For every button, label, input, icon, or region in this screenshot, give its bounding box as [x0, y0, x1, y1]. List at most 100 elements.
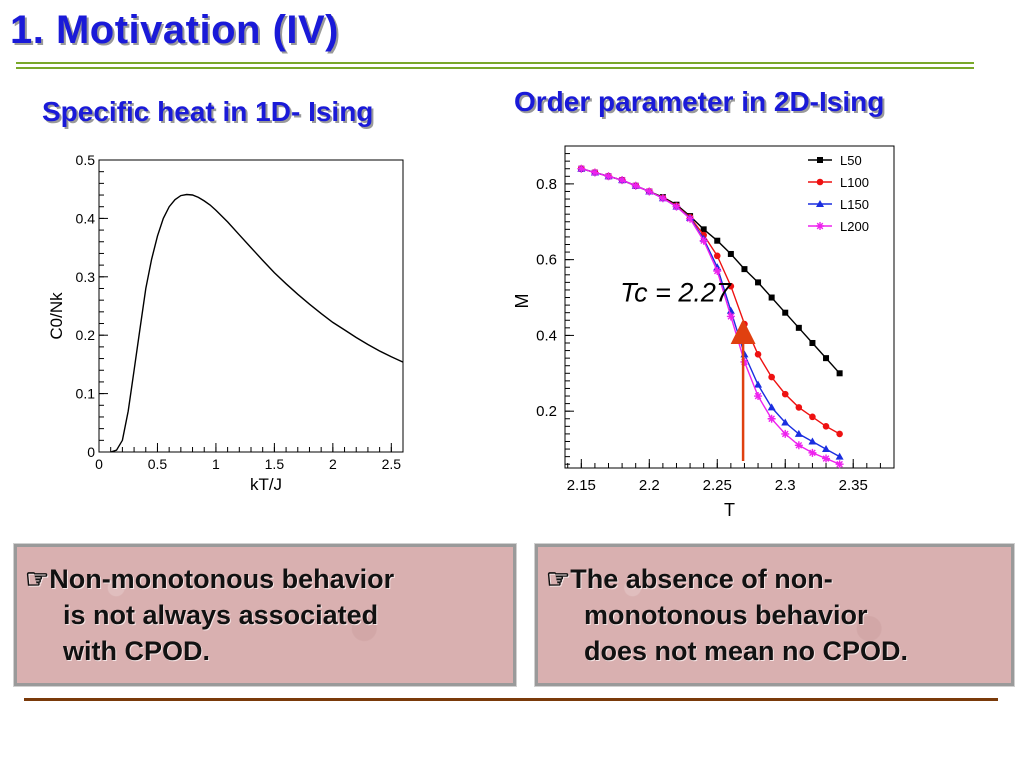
data-point — [755, 279, 762, 286]
legend-label: L150 — [840, 197, 869, 212]
note-box-left: ☞Non-monotonous behavior is not always a… — [13, 543, 517, 687]
data-point — [604, 172, 613, 181]
data-point — [816, 178, 824, 186]
data-point — [809, 413, 816, 421]
data-point — [741, 320, 748, 328]
series-line — [581, 168, 840, 465]
note-line: is not always associated — [63, 600, 379, 630]
y-axis-label: C0/Nk — [47, 292, 66, 340]
data-point — [699, 236, 708, 245]
y-tick-label: 0.8 — [536, 176, 557, 193]
data-point — [672, 202, 681, 211]
data-point — [823, 355, 830, 362]
data-point — [794, 441, 803, 450]
data-point — [822, 423, 830, 430]
series-L50 — [578, 165, 843, 377]
data-point — [836, 430, 843, 438]
data-point — [794, 429, 803, 437]
legend-label: L50 — [840, 153, 862, 168]
data-point — [809, 339, 816, 346]
data-point — [816, 222, 824, 230]
y-tick-label: 0.4 — [76, 210, 96, 226]
data-point — [822, 454, 831, 463]
y-tick-label: 0.3 — [76, 269, 96, 285]
data-point — [713, 267, 722, 276]
data-point — [795, 404, 803, 411]
x-tick-label: 1 — [212, 456, 220, 472]
y-tick-label: 0.6 — [536, 252, 557, 269]
y-tick-label: 0.2 — [76, 327, 96, 343]
data-point — [577, 164, 586, 173]
data-point — [835, 460, 844, 469]
left-chart-subtitle: Specific heat in 1D- Ising — [42, 96, 374, 127]
title-underline-secondary — [16, 67, 974, 69]
note-text-left: ☞Non-monotonous behavior is not always a… — [25, 561, 394, 669]
bottom-rule — [24, 698, 998, 701]
series-line — [581, 168, 840, 458]
specific-heat-curve — [110, 193, 404, 453]
data-point — [754, 380, 763, 388]
data-point — [822, 445, 831, 453]
data-point — [767, 414, 776, 423]
data-point — [795, 324, 802, 331]
note-box-right: ☞The absence of non- monotonous behavior… — [534, 543, 1015, 687]
note-line: monotonous behavior — [584, 600, 868, 630]
data-point — [741, 266, 748, 273]
data-point — [781, 418, 790, 426]
x-axis-label: T — [724, 500, 735, 520]
x-tick-label: 2 — [329, 456, 337, 472]
data-point — [618, 176, 627, 185]
legend-label: L200 — [840, 219, 869, 234]
data-point — [645, 187, 654, 196]
x-tick-label: 2.35 — [839, 477, 868, 494]
y-tick-label: 0 — [87, 444, 95, 460]
data-point — [740, 357, 749, 366]
data-point — [727, 282, 735, 290]
data-point — [808, 437, 817, 445]
data-point — [590, 168, 599, 177]
note-line: ☞The absence of non- — [546, 564, 833, 594]
x-tick-label: 2.5 — [382, 456, 402, 472]
x-tick-label: 1.5 — [265, 456, 285, 472]
data-point — [726, 312, 735, 321]
data-point — [817, 157, 823, 163]
right-chart-subtitle: Order parameter in 2D-Ising — [514, 86, 885, 117]
data-point — [631, 181, 640, 190]
x-tick-label: 0 — [95, 456, 103, 472]
x-tick-label: 2.15 — [567, 477, 596, 494]
note-line: ☞Non-monotonous behavior — [25, 564, 395, 594]
order-parameter-chart: 2.15 2.2 2.25 2.3 2.35 0.2 0.4 0.6 0.8 L50 L100 L15… — [512, 145, 895, 520]
data-point — [767, 403, 776, 411]
series-line — [581, 168, 841, 374]
data-point — [714, 237, 721, 244]
series-L150 — [577, 164, 844, 460]
slide-title: 1. Motivation (IV) — [10, 8, 339, 52]
x-axis-label: kT/J — [250, 475, 282, 494]
x-tick-label: 2.2 — [639, 477, 660, 494]
data-point — [768, 373, 775, 381]
data-point — [808, 448, 817, 457]
data-point — [727, 250, 734, 257]
data-point — [781, 390, 789, 398]
data-point — [658, 194, 667, 203]
data-point — [816, 200, 824, 207]
specific-heat-chart: 0 0.5 1 1.5 2 2.5 0 0.1 0.2 0.3 0.4 0.5 kT/J C0/Nk — [47, 152, 404, 494]
y-tick-label: 0.2 — [536, 403, 557, 420]
y-tick-label: 0.4 — [536, 327, 557, 344]
tc-annotation: Tc = 2.27 — [620, 277, 732, 307]
data-point — [686, 214, 695, 223]
note-line: with CPOD. — [63, 636, 210, 666]
y-axis-label: M — [512, 294, 532, 309]
data-point — [835, 452, 844, 460]
data-point — [754, 351, 762, 358]
y-tick-label: 0.1 — [76, 386, 96, 402]
x-tick-label: 0.5 — [148, 456, 168, 472]
plot-frame — [98, 159, 404, 453]
data-point — [768, 294, 775, 301]
note-line: does not mean no CPOD. — [584, 636, 909, 666]
plot-frame — [564, 145, 895, 469]
data-point — [781, 429, 790, 438]
data-point — [782, 309, 789, 316]
data-point — [754, 392, 763, 401]
title-underline — [16, 62, 974, 64]
